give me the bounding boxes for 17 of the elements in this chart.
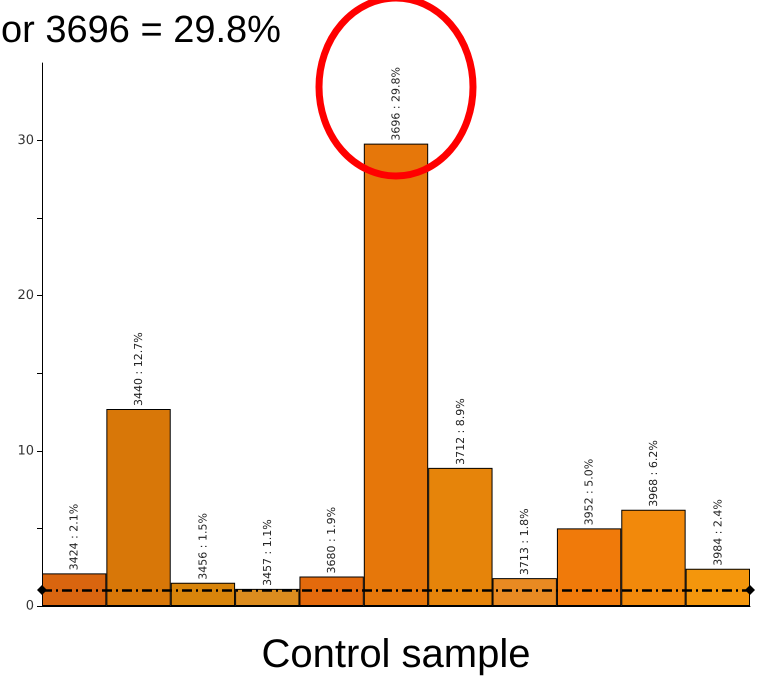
data-label: 3713 : 1.8% xyxy=(518,508,532,576)
chart-title: or 3696 = 29.8% xyxy=(1,9,281,51)
data-label: 3457 : 1.1% xyxy=(260,519,274,586)
y-tick-label: 10 xyxy=(17,443,34,458)
data-label: 3456 : 1.5% xyxy=(196,513,210,580)
data-label: 3440 : 12.7% xyxy=(132,332,146,406)
data-label: 3696 : 29.8% xyxy=(390,67,402,141)
data-label: 3968 : 6.2% xyxy=(646,440,660,507)
y-tick-label: 20 xyxy=(17,288,34,304)
y-tick-label: 30 xyxy=(17,133,34,148)
data-label: 3984 : 2.4% xyxy=(711,499,724,566)
y-tick-label: 0 xyxy=(26,598,34,614)
data-label: 3680 : 1.9% xyxy=(325,506,338,574)
data-label: 3712 : 8.9% xyxy=(454,398,467,465)
data-label: 3424 : 2.1% xyxy=(68,504,81,570)
data-label: 3952 : 5.0% xyxy=(582,458,596,526)
x-axis-title: Control sample xyxy=(261,632,531,676)
